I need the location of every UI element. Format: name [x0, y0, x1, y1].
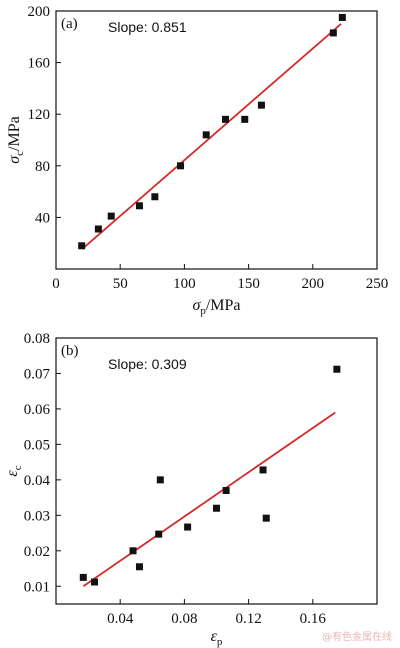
data-point [129, 547, 137, 555]
plot-frame [55, 10, 378, 270]
x-tick-label: 0.16 [300, 611, 327, 627]
y-tick-label: 0.06 [24, 402, 51, 418]
fit-line [82, 23, 342, 250]
data-point [91, 578, 99, 586]
y-tick-label: 0.08 [24, 331, 50, 347]
data-point [79, 573, 87, 581]
data-point [241, 115, 249, 123]
y-tick-label: 160 [28, 56, 51, 72]
slope-annotation: Slope: 0.309 [108, 356, 187, 372]
panel-label: (a) [61, 16, 78, 32]
y-tick-label: 0.07 [24, 366, 51, 382]
x-tick-label: 150 [237, 276, 260, 292]
x-tick-label: 0 [52, 276, 60, 292]
data-point [257, 101, 265, 109]
y-tick-label: 0.05 [24, 437, 50, 453]
x-tick-label: 0.04 [107, 611, 134, 627]
y-tick-label: 0.02 [24, 544, 50, 560]
x-tick-label: 0.08 [171, 611, 197, 627]
x-tick-label: 200 [302, 276, 325, 292]
data-point [156, 476, 164, 484]
x-tick-label: 250 [366, 276, 389, 292]
y-tick-label: 0.04 [24, 473, 51, 489]
data-point [94, 225, 102, 233]
data-point [202, 131, 210, 139]
y-axis-label: εc [4, 465, 24, 476]
panel-label: (b) [61, 343, 79, 359]
data-point [78, 242, 86, 250]
data-point [213, 504, 220, 512]
data-point [135, 202, 143, 210]
chart-panel-a: 0 50 100 150 200 250 40 80 120 160 200 (a) Slope: 0.… [6, 4, 388, 317]
y-tick-label: 200 [28, 4, 51, 20]
slope-annotation: Slope: 0.851 [108, 19, 187, 35]
data-point [222, 487, 230, 495]
data-point [155, 530, 163, 538]
chart-panel-b: 0.04 0.08 0.12 0.16 0.01 0.02 0.03 0.04 0.05 0.06… [4, 331, 378, 648]
data-point [338, 13, 346, 21]
x-axis-label: σp/MPa [192, 297, 240, 317]
x-axis-label: εp [211, 628, 223, 648]
watermark: @有色金属在线 [322, 630, 392, 643]
y-axis-label: σc/MPa [6, 116, 26, 163]
data-point [184, 523, 192, 531]
y-tick-label: 40 [35, 210, 50, 226]
data-point [151, 193, 159, 201]
data-point [262, 514, 270, 522]
plot-frame [55, 337, 378, 605]
y-tick-label: 120 [28, 107, 51, 123]
x-tick-label: 50 [113, 276, 128, 292]
data-point [177, 162, 185, 170]
x-tick-label: 100 [173, 276, 196, 292]
data-point [221, 115, 229, 123]
data-point [259, 466, 267, 474]
data-point [333, 365, 341, 373]
y-tick-label: 0.03 [24, 508, 50, 524]
data-point [135, 563, 143, 571]
data-point [329, 29, 337, 37]
fit-line [82, 411, 336, 588]
y-tick-label: 0.01 [24, 579, 50, 595]
x-tick-label: 0.12 [235, 611, 261, 627]
y-tick-label: 80 [35, 159, 50, 175]
data-point [107, 212, 115, 220]
